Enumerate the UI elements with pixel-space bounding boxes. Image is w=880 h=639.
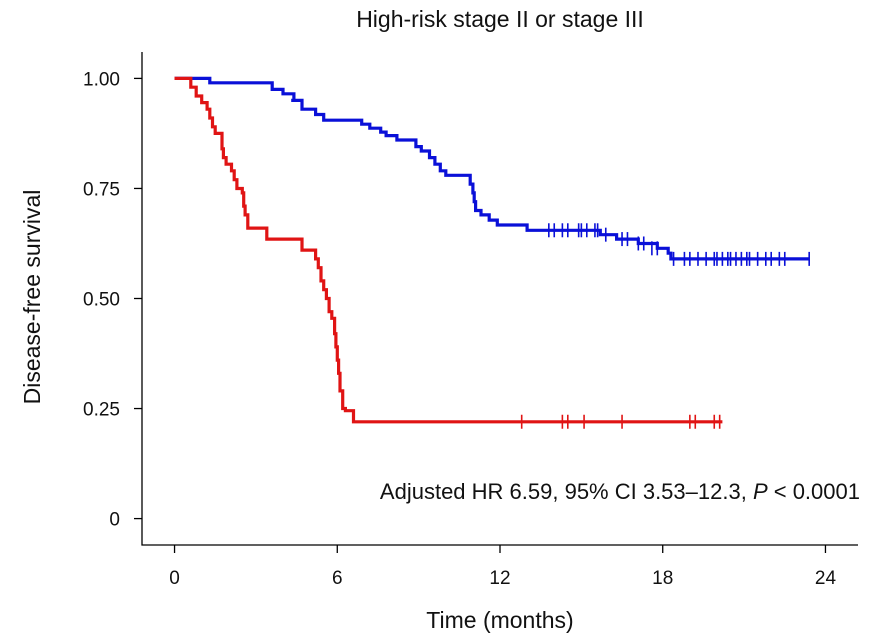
x-axis-title: Time (months) xyxy=(426,607,573,633)
x-tick-label: 6 xyxy=(332,568,343,589)
y-axis-title: Disease-free survival xyxy=(19,190,45,405)
x-tick-label: 24 xyxy=(815,568,837,589)
x-tick-label: 12 xyxy=(489,568,510,589)
y-tick-label: 0 xyxy=(109,510,120,531)
plot-area: 0 6 12 18 24 0 0.25 0.50 0.75 1.00 xyxy=(83,52,858,589)
y-tick-label: 1.00 xyxy=(83,69,120,90)
survival-curve-2 xyxy=(174,76,723,424)
hazard-ratio-annotation: Adjusted HR 6.59, 95% CI 3.53–12.3, P < … xyxy=(380,479,860,504)
annotation-prefix: Adjusted HR 6.59, 95% CI 3.53–12.3, xyxy=(380,479,753,504)
annotation-p-symbol: P xyxy=(753,479,768,504)
axes-frame xyxy=(141,52,858,546)
y-tick-label: 0.25 xyxy=(83,400,120,421)
x-tick-label: 18 xyxy=(652,568,673,589)
survival-curve-1 xyxy=(174,76,810,261)
chart-title: High-risk stage II or stage III xyxy=(356,6,644,32)
annotation-suffix: < 0.0001 xyxy=(768,479,860,504)
x-tick-label: 0 xyxy=(169,568,180,589)
y-tick-label: 0.50 xyxy=(83,290,120,311)
y-tick-label: 0.75 xyxy=(83,179,120,200)
